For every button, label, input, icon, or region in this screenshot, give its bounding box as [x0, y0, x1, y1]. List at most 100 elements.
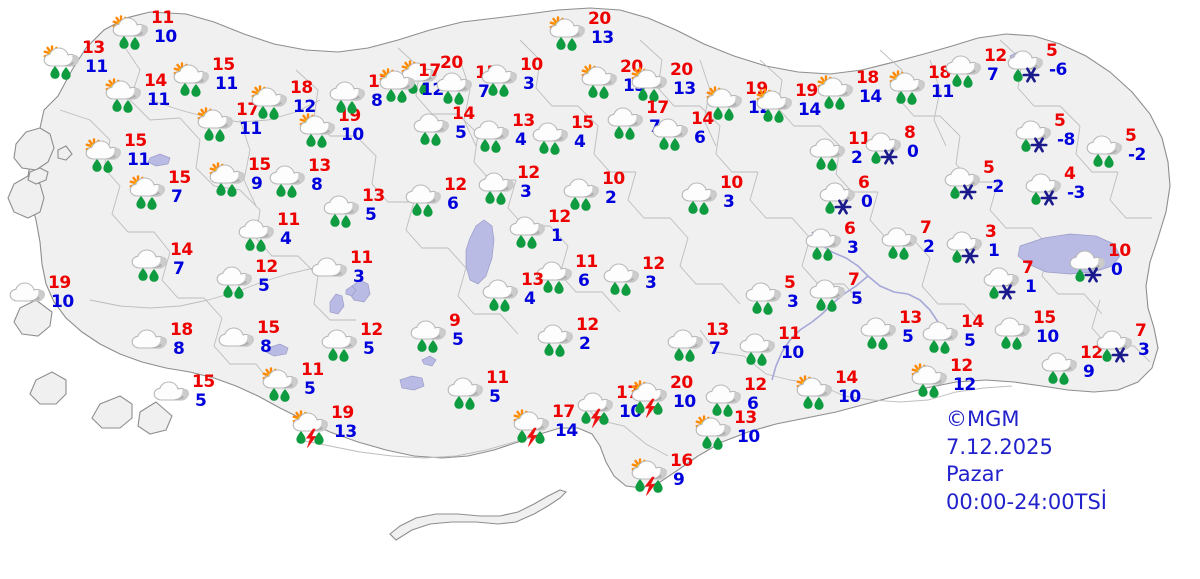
- rain-drop-icon: [825, 201, 835, 214]
- cloud-icon: [43, 47, 79, 67]
- cloud-icon: [112, 17, 148, 37]
- lightning-icon: [645, 476, 656, 496]
- cloud-icon: [532, 122, 568, 142]
- cloud-icon: [911, 365, 947, 385]
- cloud-icon: [603, 263, 639, 283]
- rain-drop-icon: [317, 135, 327, 148]
- rain-drop-icon: [699, 202, 709, 215]
- temperature-max: 20: [588, 9, 611, 29]
- rain-drop-icon: [245, 238, 255, 251]
- temperature-pair: 19 14: [795, 83, 841, 119]
- temperature-min: 13: [591, 28, 614, 48]
- temperature-max: 12: [576, 315, 599, 335]
- cloud-icon: [215, 324, 259, 358]
- rain-drop-icon: [341, 215, 351, 228]
- temperature-min: 7: [478, 82, 490, 102]
- sun-cloud-rain-icon: [170, 61, 214, 97]
- cloud-icon: [1015, 120, 1051, 140]
- cloud-icon: [478, 172, 514, 192]
- rain-drop-icon: [330, 214, 340, 227]
- temperature-max: 7: [1022, 258, 1034, 278]
- rain-drop-icon: [757, 353, 767, 366]
- cloud-icon: [809, 279, 845, 299]
- temperature-min: 4: [515, 130, 527, 150]
- temperature-pair: 14 6: [691, 111, 737, 147]
- rain-drop-icon: [929, 340, 939, 353]
- cloud-icon: [860, 317, 896, 337]
- sun-cloud-rain-icon: [82, 137, 126, 173]
- rain-drop-icon: [276, 184, 286, 197]
- temperature-min: -6: [1049, 60, 1067, 80]
- rain-drop-icon: [610, 282, 620, 295]
- temperature-min: 9: [673, 470, 685, 490]
- cloud-icon: [577, 392, 613, 412]
- sun-cloud-rain-icon: [692, 414, 736, 450]
- cloud-icon: [1025, 173, 1061, 193]
- temperature-min: 5: [258, 276, 270, 296]
- cloud-icon: [581, 66, 617, 86]
- temperature-max: 7: [920, 218, 932, 238]
- sun-cloud-rain-icon: [248, 84, 292, 120]
- temperature-max: 12: [517, 163, 540, 183]
- rain-drop-icon: [516, 235, 526, 248]
- temperature-pair: 12 12: [950, 358, 996, 394]
- rain-drop-icon: [347, 101, 357, 114]
- cloud-icon: [218, 327, 254, 347]
- rain-drop-icon: [918, 384, 928, 397]
- temperature-min: 10: [673, 392, 696, 412]
- cloud-rain-icon: [213, 263, 257, 299]
- temperature-pair: 10 0: [1108, 243, 1154, 279]
- cloud-icon: [536, 261, 572, 281]
- temperature-min: -2: [986, 177, 1004, 197]
- legend: ©MGM 7.12.2025 Pazar 00:00-24:00TSİ: [946, 406, 1107, 517]
- rain-drop-icon: [423, 204, 433, 217]
- temperature-min: 5: [365, 205, 377, 225]
- rain-drop-icon: [653, 480, 663, 493]
- cloud-snow-icon: [862, 129, 906, 165]
- temperature-max: 13: [512, 111, 535, 131]
- temperature-max: 15: [192, 372, 215, 392]
- temperature-min: 9: [1083, 362, 1095, 382]
- cloud-icon: [311, 257, 347, 277]
- cloud-rain-icon: [266, 162, 310, 198]
- rain-drop-icon: [130, 37, 140, 50]
- temperature-min: 5: [304, 379, 316, 399]
- cloud-icon: [323, 195, 359, 215]
- temperature-min: 3: [523, 74, 535, 94]
- cloud-rain-icon: [802, 225, 846, 261]
- temperature-pair: 4 -3: [1064, 166, 1110, 202]
- rain-drop-icon: [539, 141, 549, 154]
- rain-drop-icon: [1013, 69, 1023, 82]
- rain-drop-icon: [570, 197, 580, 210]
- sun-cloud-thunderstorm-icon: [628, 457, 672, 496]
- temperature-pair: 11 10: [778, 326, 824, 362]
- cloud-icon: [667, 329, 703, 349]
- temperature-min: 5: [363, 339, 375, 359]
- temperature-min: 3: [847, 238, 859, 258]
- temperature-max: 17: [236, 100, 259, 120]
- snowflake-icon: [961, 248, 979, 264]
- temperature-max: 5: [983, 158, 995, 178]
- cloud-icon: [150, 378, 194, 412]
- rain-drop-icon: [712, 403, 722, 416]
- cloud-icon: [128, 326, 172, 360]
- cloud-rain-icon: [736, 330, 780, 366]
- temperature-min: 5: [902, 327, 914, 347]
- rain-drop-icon: [670, 138, 680, 151]
- temperature-min: 1: [551, 226, 563, 246]
- cloud-icon: [631, 69, 667, 89]
- temperature-pair: 15 11: [212, 57, 258, 93]
- rain-drop-icon: [803, 396, 813, 409]
- cloud-icon: [238, 219, 274, 239]
- cloud-icon: [197, 109, 233, 129]
- rain-drop-icon: [989, 286, 999, 299]
- cloud-snow-icon: [1022, 170, 1066, 206]
- rain-drop-icon: [269, 107, 279, 120]
- cloud-icon: [262, 369, 298, 389]
- cloud-rain-icon: [742, 279, 786, 315]
- cloud-icon: [321, 329, 357, 349]
